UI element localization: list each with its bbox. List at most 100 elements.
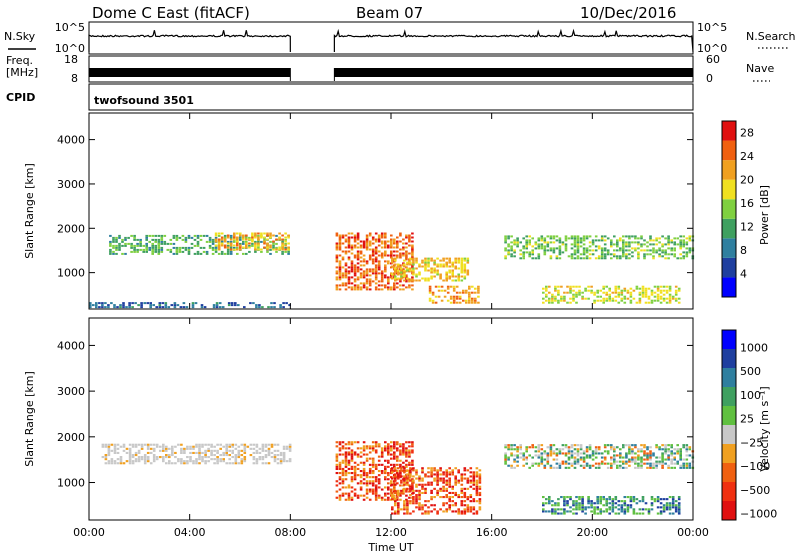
velocity-cell-1600	[572, 512, 575, 515]
power-cell-1269	[522, 245, 525, 248]
velocity-cell-1279	[573, 448, 577, 451]
velocity-cell-1065	[466, 508, 470, 511]
velocity-cell-1457	[652, 462, 655, 465]
velocity-cell-524	[368, 463, 372, 466]
power-cell-1764	[629, 295, 633, 298]
power-cell-1390	[579, 253, 583, 256]
power-cell-1834	[668, 285, 672, 288]
velocity-cell-395	[341, 447, 345, 450]
velocity-cell-1635	[590, 506, 593, 509]
power-cell-347	[236, 232, 239, 235]
velocity-cell-848	[409, 473, 412, 476]
velocity-cell-597	[384, 470, 387, 473]
velocity-cell-1123	[478, 485, 482, 488]
power-cell-869	[393, 242, 396, 245]
velocity-cell-1181	[528, 454, 531, 457]
power-cell-899	[399, 240, 402, 243]
power-cell-982	[397, 277, 400, 280]
power-cell-1717	[602, 301, 605, 304]
velocity-cell-1154	[513, 454, 516, 457]
velocity-cell-60	[131, 443, 135, 446]
power-cell-317	[217, 232, 221, 235]
power-cell-884	[396, 242, 399, 245]
velocity-cell-1001	[448, 481, 451, 484]
velocity-cell-380	[338, 443, 342, 446]
velocity-cell-1349	[606, 444, 610, 447]
velocity-cell-1458	[652, 454, 655, 457]
velocity-cell-1063	[463, 467, 467, 470]
power-cell-452	[122, 306, 125, 309]
velocity-cell-281	[252, 456, 256, 459]
power-panel-frame	[88, 112, 694, 310]
velocity-cell-1422	[640, 466, 643, 469]
power-cell-750	[371, 238, 375, 241]
velocity-cell-329	[276, 443, 280, 446]
velocity-cell-1786	[677, 496, 681, 499]
velocity-cell-1385	[625, 462, 628, 465]
power-cell-123	[175, 248, 179, 251]
power-cell-849	[390, 244, 393, 247]
velocity-cell-967	[442, 504, 445, 507]
power-cell-368	[251, 234, 254, 237]
velocity-cell-208	[213, 458, 216, 461]
power-cbar-seg-2	[722, 238, 736, 258]
power-cbar-seg-0	[722, 277, 736, 297]
power-cell-1592	[676, 257, 679, 260]
velocity-cell-1722	[638, 508, 642, 511]
velocity-cell-643	[393, 496, 396, 499]
power-cell-127	[175, 234, 179, 237]
power-cell-1193	[458, 297, 462, 300]
velocity-cell-1298	[582, 460, 586, 463]
velocity-cell-732	[408, 478, 411, 481]
velocity-cell-1742	[656, 506, 660, 509]
power-cell-1410	[585, 235, 589, 238]
power-cell-1409	[585, 237, 589, 240]
velocity-cell-443	[350, 455, 354, 458]
velocity-cell-1620	[581, 506, 584, 509]
power-cell-1222	[477, 295, 480, 298]
velocity-cell-1428	[640, 450, 643, 453]
power-cell-524	[273, 306, 276, 309]
velocity-cell-540	[371, 461, 375, 464]
power-cell-1714	[599, 299, 602, 302]
power-cell-1519	[637, 241, 640, 244]
power-cell-715	[365, 244, 369, 247]
power-cell-1121	[457, 273, 460, 276]
velocity-cell-962	[439, 477, 442, 480]
power-cell-1170	[443, 295, 447, 298]
velocity-cell-1158	[516, 460, 519, 463]
power-cell-962	[411, 246, 414, 249]
power-cell-1616	[685, 241, 689, 244]
power-cell-1085	[442, 257, 445, 260]
velocity-cell-857	[412, 491, 415, 494]
velocity-cell-595	[384, 476, 387, 479]
velocity-cell-644	[393, 494, 396, 497]
power-cell-1729	[608, 297, 611, 300]
velocity-cell-1651	[599, 512, 602, 515]
power-cell-307	[214, 240, 218, 243]
power-cell-150	[193, 252, 197, 255]
power-cell-1566	[664, 257, 667, 260]
power-cell-1017	[412, 267, 415, 270]
power-cell-58	[139, 240, 142, 243]
power-cell-1139	[463, 269, 467, 272]
velocity-cell-70	[137, 451, 141, 454]
velocity-cell-723	[405, 455, 408, 458]
velocity-cell-996	[448, 498, 451, 501]
power-cell-1547	[652, 243, 655, 246]
power-cell-1314	[543, 241, 547, 244]
velocity-cell-98	[152, 454, 156, 457]
velocity-cell-593	[384, 486, 387, 489]
power-cell-517	[255, 304, 258, 307]
velocity-cell-355	[335, 472, 339, 475]
power-cell-681	[359, 256, 363, 259]
power-cell-1491	[625, 245, 628, 248]
velocity-cell-728	[405, 441, 408, 444]
velocity-cell-858	[412, 489, 415, 492]
velocity-cell-576	[377, 455, 381, 458]
velocity-cell-942	[433, 469, 436, 472]
velocity-cell-1498	[670, 462, 673, 465]
velocity-cell-664	[396, 498, 399, 501]
power-cell-1602	[679, 235, 682, 238]
velocity-cell-472	[356, 441, 360, 444]
